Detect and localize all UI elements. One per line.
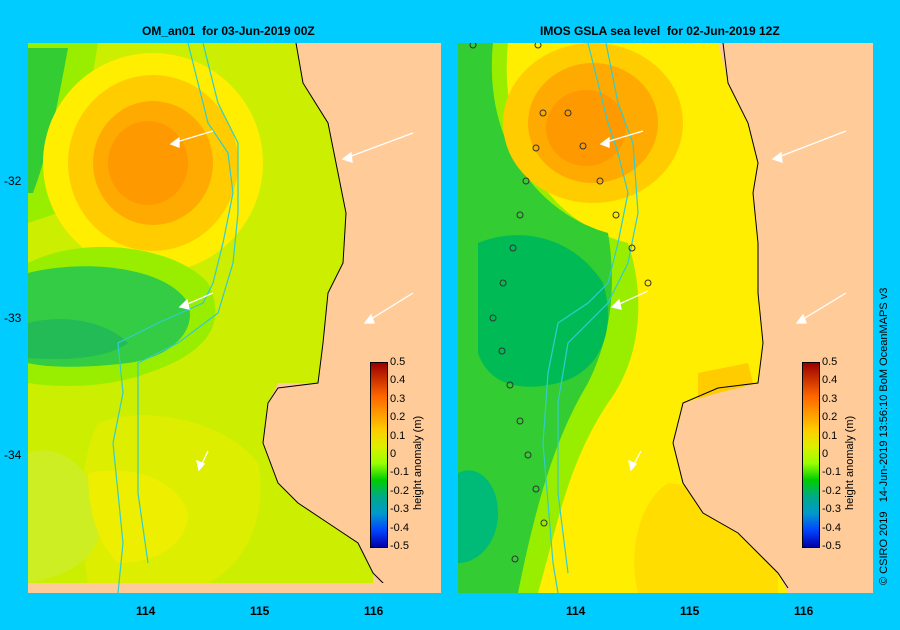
colorbar-tick-label: -0.2 xyxy=(822,484,841,497)
x-tick-label: 115 xyxy=(680,604,700,618)
x-tick-label: 116 xyxy=(364,604,384,618)
credit-text: © CSIRO 2019 14-Jun-2019 13:56:10 BoM Oc… xyxy=(878,287,890,585)
colorbar-tick-label: 0.5 xyxy=(390,356,406,368)
left-map-field xyxy=(28,43,441,593)
colorbar-tick-label: -0.4 xyxy=(822,521,841,534)
x-tick-label: 114 xyxy=(136,604,156,618)
colorbar-tick-label: 0.2 xyxy=(390,411,406,424)
y-tick-label: -33 xyxy=(4,311,22,325)
right-map-panel xyxy=(458,43,873,593)
colorbar-tick-label: 0.3 xyxy=(822,392,838,405)
y-tick-label: -34 xyxy=(4,448,22,462)
colorbar-tick-label: -0.5 xyxy=(390,540,409,552)
colorbar-tick-label: -0.3 xyxy=(822,503,841,516)
colorbar-tick-label: 0.2 xyxy=(822,411,838,424)
colorbar-tick-label: 0.5 xyxy=(822,356,838,368)
colorbar-tick-label: 0.1 xyxy=(390,429,406,442)
x-tick-label: 114 xyxy=(566,604,586,618)
right-map-field xyxy=(458,43,873,593)
colorbar-tick-label: -0.4 xyxy=(390,521,409,534)
colorbar-tick-label: -0.1 xyxy=(390,466,409,479)
colorbar-title-right: height anomaly (m) xyxy=(844,415,856,510)
colorbar-tick-label: -0.5 xyxy=(822,540,841,552)
left-panel-title: OM_an01 for 03-Jun-2019 00Z xyxy=(142,24,315,38)
y-tick-label: -32 xyxy=(4,174,22,188)
colorbar-title-left: height anomaly (m) xyxy=(412,415,424,510)
left-map-panel xyxy=(28,43,441,593)
colorbar-tick-label: -0.3 xyxy=(390,503,409,516)
colorbar-right xyxy=(802,362,820,548)
colorbar-tick-label: 0 xyxy=(390,448,397,460)
colorbar-left xyxy=(370,362,388,548)
colorbar-tick-label: -0.1 xyxy=(822,466,841,479)
colorbar-tick-label: -0.2 xyxy=(390,484,409,497)
x-tick-label: 116 xyxy=(794,604,814,618)
x-tick-label: 115 xyxy=(250,604,270,618)
colorbar-tick-label: 0.3 xyxy=(390,392,406,405)
colorbar-tick-label: 0.4 xyxy=(822,374,838,387)
colorbar-tick-label: 0 xyxy=(822,448,829,460)
colorbar-tick-label: 0.4 xyxy=(390,374,406,387)
colorbar-tick-label: 0.1 xyxy=(822,429,838,442)
right-panel-title: IMOS GSLA sea level for 02-Jun-2019 12Z xyxy=(540,24,780,38)
